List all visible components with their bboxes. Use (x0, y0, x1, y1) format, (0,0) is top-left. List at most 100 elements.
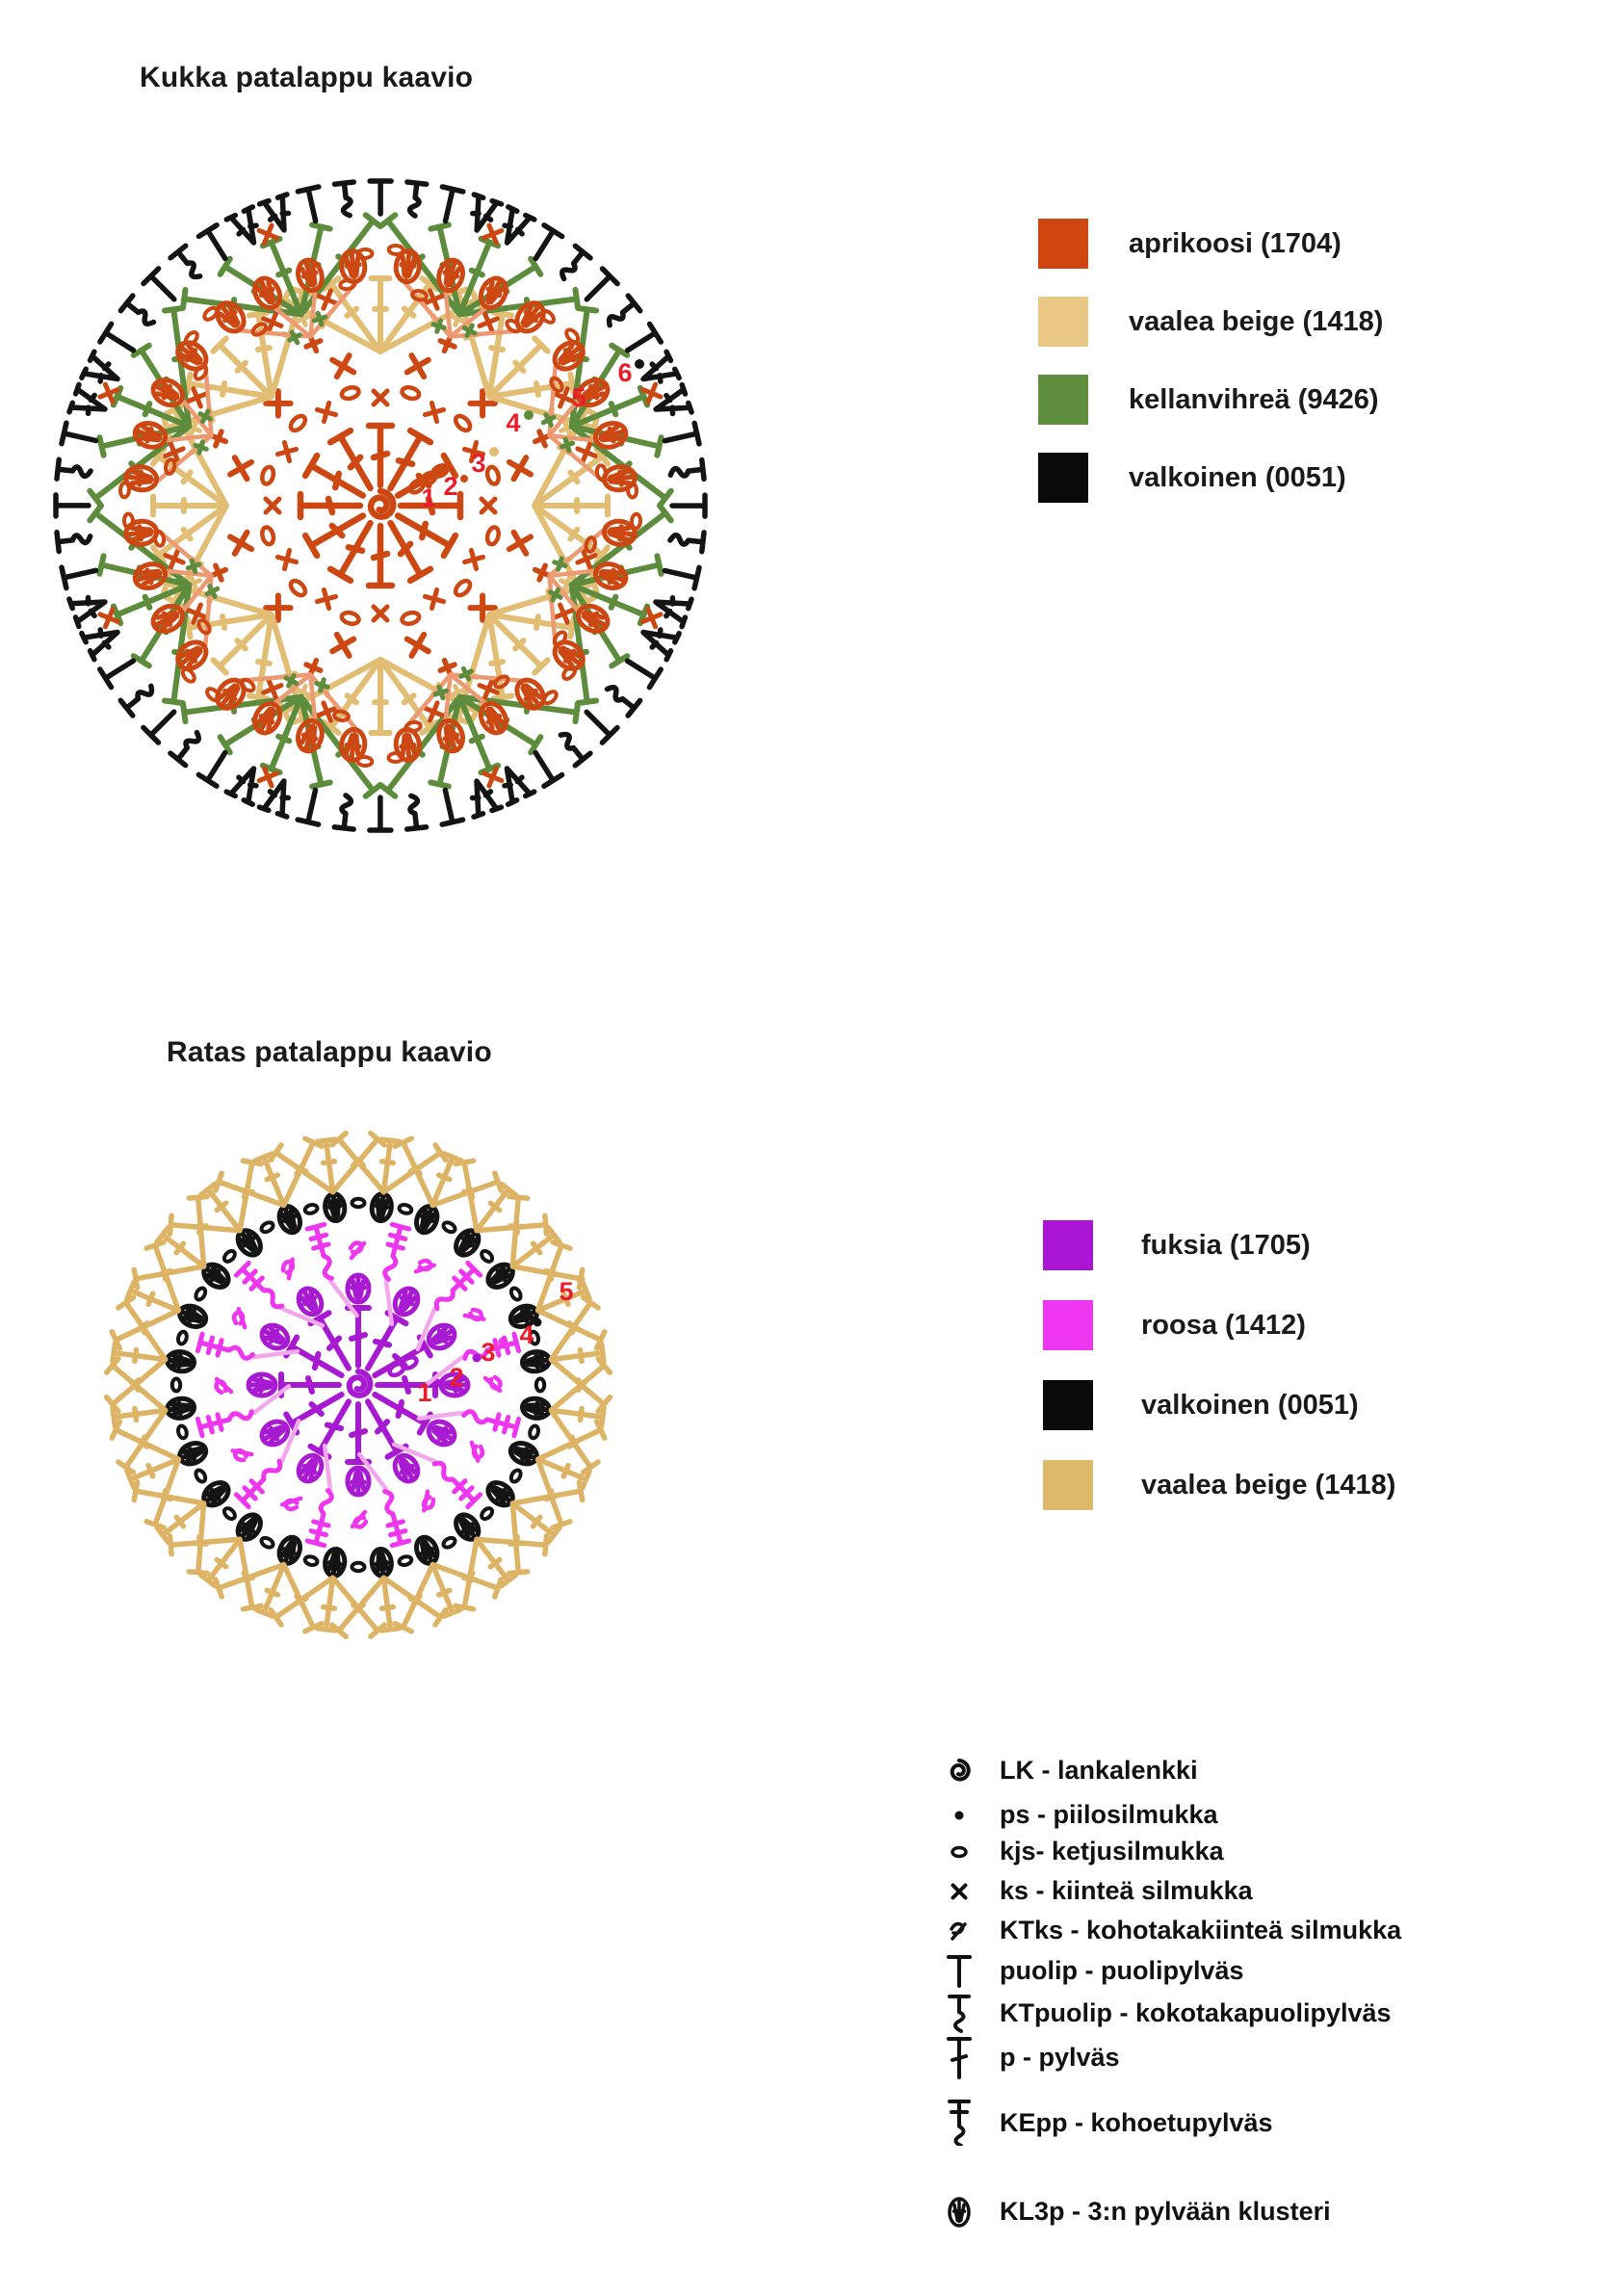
round3-kepp (233, 1260, 285, 1310)
round2-sc (314, 587, 339, 612)
round4-black-clusters (369, 1546, 394, 1578)
legend-label: vaalea beige (1418) (1141, 1469, 1396, 1500)
round2-chains (288, 413, 308, 433)
round5-beige-fans (167, 1158, 264, 1237)
round3-sc (404, 631, 431, 659)
round2-purple-clusters (426, 1322, 457, 1351)
round4-black-chains (534, 1376, 547, 1394)
round5-cluster-groups-green-sc (193, 439, 209, 456)
round3-kepp-stem (357, 1451, 389, 1492)
round6-black-edge (533, 749, 565, 789)
round5-cluster-groups-stems (239, 281, 357, 339)
symbol-legend-label: ks - kiinteä silmukka (1000, 1875, 1253, 1905)
ktks-icon (950, 1921, 967, 1941)
round6-orange-x (640, 607, 664, 630)
round5-cluster-groups-kl3p (478, 275, 508, 311)
round6-black-edge (640, 349, 682, 384)
dc-icon (947, 2037, 972, 2079)
round5-orange-x (185, 386, 209, 409)
round6-black-edge (223, 766, 259, 807)
round5-cluster-groups-kl3p (552, 340, 586, 372)
round2-purple-clusters (259, 1419, 291, 1448)
round5-beige-fans (453, 1158, 550, 1237)
round3-sc (329, 352, 357, 380)
round5-cluster-groups-kl3p (252, 275, 283, 311)
round5-orange-x (575, 547, 598, 570)
round5-cluster-groups-kl3p (592, 421, 629, 450)
round4-black-chains (221, 1248, 237, 1264)
legend-row: vaalea beige (1418) (1038, 297, 1383, 347)
round-join-dot (489, 447, 499, 457)
round6-black-edge (469, 192, 505, 233)
round2-chains (339, 610, 361, 626)
round3-kepp (233, 1458, 283, 1510)
round2-purple-clusters (296, 1452, 325, 1484)
round4-beige-fans (446, 571, 600, 725)
color-swatch (1043, 1300, 1093, 1350)
symbol-legend-row: KTpuolip - kokotakapuolipylväs (936, 1990, 1392, 2036)
legend-label: vaalea beige (1418) (1129, 305, 1384, 337)
round6-black-edge (223, 204, 259, 246)
round2-chains (260, 525, 276, 547)
symbol-legend-label: puolip - puolipylväs (1000, 1955, 1244, 1985)
round5-cluster-groups-kl3p (514, 300, 546, 334)
round5-cluster-groups-chain (386, 750, 405, 765)
round6-black-edge (367, 178, 394, 217)
round1-dc-spokes (365, 422, 396, 489)
round6-black-edge (669, 492, 708, 519)
round2-sc (371, 388, 390, 407)
round5-orange-x (422, 700, 445, 723)
round6-black-edge (667, 457, 707, 483)
round3-kepp (431, 1460, 483, 1510)
round5-cluster-groups-stems (156, 364, 214, 483)
round-number: 2 (443, 472, 457, 501)
color-swatch (1043, 1460, 1093, 1510)
color-legend-ratas: fuksia (1705) roosa (1412) valkoinen (0051… (1043, 1220, 1395, 1540)
round6-black-edge (295, 184, 322, 224)
round4-black-clusters (414, 1204, 440, 1236)
round5-cluster-groups-kl3p (393, 726, 422, 763)
round5-beige-fans (268, 1575, 388, 1640)
round5-orange-x (575, 441, 598, 464)
round3-sc (263, 592, 294, 623)
round6-black-edge (502, 766, 537, 807)
round5-cluster-groups-chain (196, 618, 212, 636)
round3-kepp-stem (416, 1410, 465, 1422)
sc-icon (951, 1883, 968, 1900)
symbol-legend-label: p - pylväs (1000, 2042, 1120, 2072)
round6-orange-x (482, 766, 505, 789)
round5-cluster-groups-kl3p (123, 464, 160, 493)
round-number: 5 (559, 1277, 573, 1306)
round2-chains (484, 525, 501, 547)
color-swatch (1038, 375, 1088, 425)
round-number: 2 (449, 1363, 463, 1392)
round5-cluster-groups-stems (547, 529, 605, 647)
round5-orange-x (185, 602, 209, 625)
round6-black-edge (584, 266, 620, 302)
round3-sc (404, 352, 431, 380)
round2-chains (339, 385, 361, 402)
round5-cluster-groups-green-sc (461, 323, 478, 339)
round6-black-edge (79, 349, 120, 384)
round4-black-clusters (323, 1546, 348, 1578)
round4-black-chains (508, 1468, 523, 1484)
round4-black-chains (350, 1196, 367, 1210)
round6-black-edge (97, 321, 137, 353)
round5-cluster-groups-chain (386, 243, 405, 257)
round5-cluster-groups-kl3p (215, 300, 247, 334)
round6-black-edge (66, 381, 108, 417)
round5-cluster-groups-kl3p (552, 639, 586, 671)
round4-beige-fans (161, 286, 315, 440)
kepp-icon (948, 2100, 971, 2146)
round6-black-edge (117, 293, 157, 326)
round2-sc (422, 587, 447, 612)
legend-row: roosa (1412) (1043, 1300, 1395, 1350)
round2-chains (453, 578, 473, 598)
round4-black-chains (480, 1506, 495, 1522)
round3-kepp-stem (415, 1306, 437, 1352)
round5-beige-fans (328, 1130, 449, 1195)
round3-kepp-stem (425, 1354, 465, 1386)
round5-cluster-groups-chain (584, 535, 597, 554)
round6-black-edge (653, 381, 694, 417)
round5-beige-fans (268, 1130, 388, 1195)
